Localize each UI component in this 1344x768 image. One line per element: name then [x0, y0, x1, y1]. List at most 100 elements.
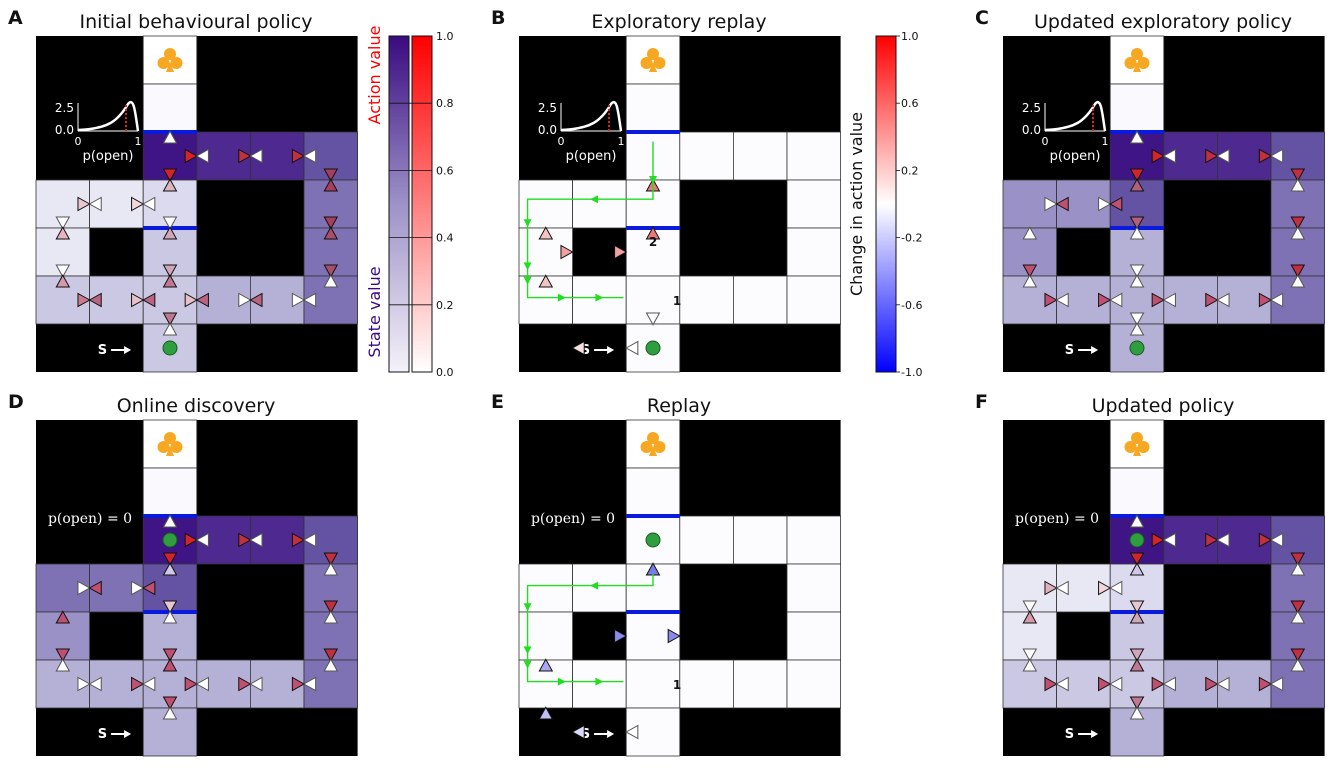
agent-dot-icon — [645, 532, 661, 548]
panel-title: Updated exploratory policy — [1034, 11, 1292, 33]
action-triangle-icon — [88, 292, 102, 308]
change-colorbar-label: Change in action value — [847, 112, 866, 296]
change-colorbar: 1.0 0.6 0.2 -0.2 -0.6 -1.0 Change in action va… — [847, 30, 922, 379]
colorbar-tick-label: 1.0 — [436, 30, 454, 43]
start-label: S — [98, 343, 107, 358]
action-triangle-icon — [55, 264, 71, 278]
action-triangle-icon — [1129, 696, 1145, 710]
club-lobe — [170, 57, 183, 69]
action-triangle-icon — [1044, 580, 1058, 596]
action-triangle-icon — [162, 658, 178, 672]
action-triangle-icon — [195, 292, 209, 308]
inset-xlabel: p(open) — [83, 149, 134, 164]
action-triangle-icon — [1205, 292, 1219, 308]
action-triangle-icon — [1044, 292, 1058, 308]
club-lobe — [1124, 57, 1137, 69]
action-triangle-icon — [323, 168, 339, 182]
path-arrow-icon — [557, 677, 566, 686]
grid-cell — [572, 275, 627, 325]
panel-title: Online discovery — [117, 395, 276, 417]
action-triangle-icon — [249, 292, 263, 308]
action-triangle-icon — [162, 264, 178, 278]
step-label-second: 2 — [649, 235, 657, 249]
club-icon — [1124, 432, 1150, 456]
action-triangle-icon — [55, 274, 71, 288]
panel-f: Updated policy F Sp(open) = 0 — [975, 391, 1325, 757]
action-triangle-icon — [1162, 532, 1176, 548]
grid-cell — [786, 179, 841, 229]
club-lobe — [1131, 432, 1143, 444]
p-open-inset: 2.5 0.00 1p(open) — [538, 101, 625, 164]
action-triangle-icon — [77, 676, 91, 692]
path-arrow-icon — [523, 262, 532, 271]
action-triangle-icon — [55, 658, 71, 672]
grid-cell — [679, 131, 734, 181]
club-lobe — [1137, 441, 1150, 453]
action-triangle-icon — [1098, 580, 1112, 596]
grid-cell — [679, 275, 734, 325]
colorbar-tick-label: -0.6 — [901, 299, 922, 312]
action-triangle-icon — [1258, 148, 1273, 164]
action-triangle-icon — [1216, 676, 1230, 692]
action-triangle-icon — [162, 178, 178, 192]
grid-cell — [786, 515, 841, 565]
grid-cell — [786, 275, 841, 325]
action-triangle-icon — [291, 532, 306, 548]
agent-dot-icon — [162, 340, 178, 356]
grid-cell — [625, 659, 681, 709]
action-triangle-icon — [162, 312, 178, 326]
action-triangle-icon — [571, 340, 585, 356]
club-lobe — [1124, 441, 1137, 453]
grid-cell — [733, 131, 788, 181]
action-triangle-icon — [238, 148, 252, 164]
panel-e: Replay E Sp(open) = 0 1 — [491, 391, 841, 757]
action-triangle-icon — [184, 532, 198, 548]
action-triangle-icon — [249, 532, 263, 548]
grid-cell — [679, 515, 734, 565]
action-triangle-icon — [1109, 580, 1123, 596]
action-triangle-icon — [1129, 264, 1145, 278]
panel-title: Initial behavioural policy — [80, 11, 313, 33]
action-triangle-icon — [1129, 552, 1145, 566]
start-label: S — [581, 727, 590, 742]
value-colorbar: 1.0 0.8 0.6 0.4 0.2 0.0 Action value State valu… — [365, 26, 454, 379]
action-triangle-icon — [1290, 216, 1306, 230]
grid-cell — [786, 611, 841, 661]
action-triangle-icon — [1129, 706, 1145, 720]
action-triangle-icon — [77, 292, 91, 308]
action-triangle-icon — [142, 580, 156, 596]
p-open-inset: 2.5 0.00 1p(open) — [55, 101, 142, 164]
inset-curve — [1044, 101, 1107, 132]
inset-x-tick: 0 — [558, 135, 565, 148]
action-triangle-icon — [323, 226, 339, 240]
club-stem — [1133, 446, 1141, 456]
colorbar-tick-label: 0.2 — [901, 164, 919, 177]
grid-cell — [786, 659, 841, 709]
start-label: S — [98, 727, 107, 742]
path-arrow-icon — [523, 603, 532, 612]
agent-dot-icon — [1129, 340, 1145, 356]
club-icon — [157, 48, 183, 72]
action-triangle-icon — [1269, 292, 1284, 308]
grid-cell — [142, 467, 198, 517]
inset-y-tick: 0.0 — [538, 123, 557, 137]
action-triangle-icon — [1269, 676, 1284, 692]
club-icon — [157, 432, 183, 456]
action-triangle-icon — [1216, 532, 1230, 548]
p-open-zero-label: p(open) = 0 — [531, 511, 615, 527]
action-triangle-icon — [323, 264, 339, 278]
action-triangle-icon — [1055, 292, 1069, 308]
action-triangle-icon — [1258, 292, 1273, 308]
inset-y-tick: 0.0 — [55, 123, 74, 137]
action-triangle-icon — [538, 658, 554, 672]
club-icon — [1124, 48, 1150, 72]
arrow-head — [1091, 346, 1099, 354]
grid-cell — [679, 659, 734, 709]
path-arrow-icon — [649, 176, 657, 184]
action-triangle-icon — [1055, 580, 1069, 596]
action-triangle-icon — [142, 196, 156, 212]
action-triangle-icon — [538, 706, 554, 720]
club-stem — [166, 62, 174, 72]
arrow-head — [124, 346, 132, 354]
grid-cell — [786, 131, 841, 181]
